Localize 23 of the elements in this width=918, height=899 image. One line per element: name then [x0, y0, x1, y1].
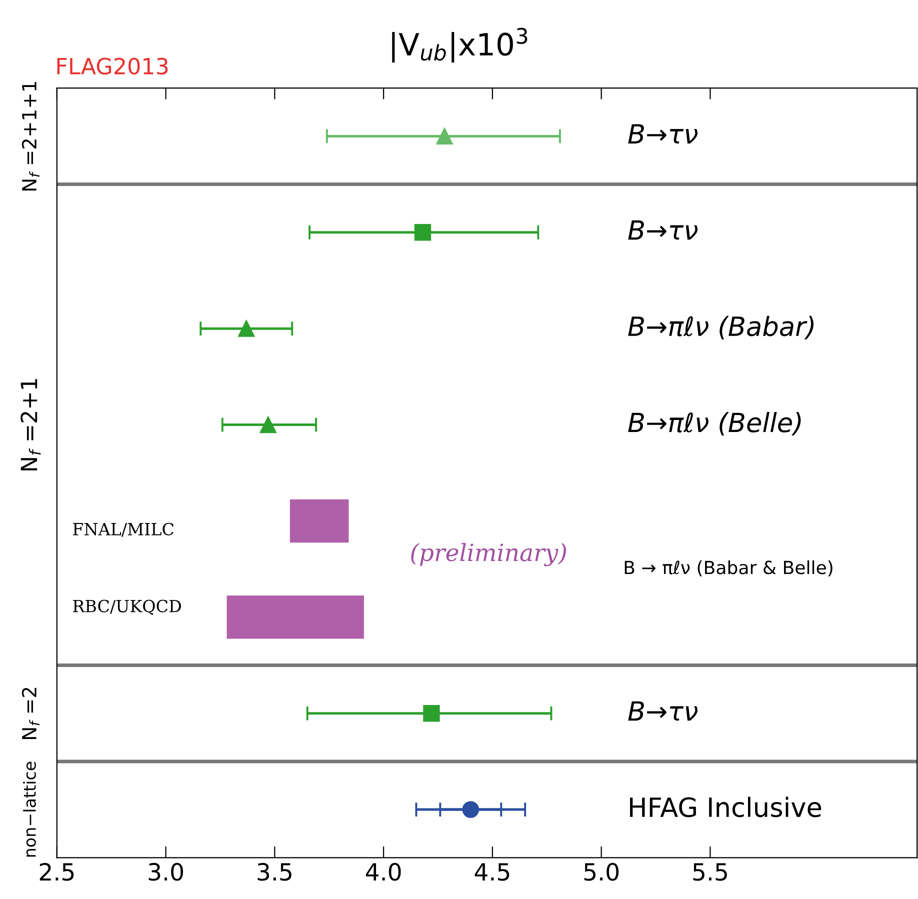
- text: FLAG2013: [57, 58, 168, 75]
- annotation: RBC/UKQCD: [73, 600, 181, 615]
- text: N$_{f}$ =2: [22, 688, 40, 739]
- annotation: FNAL/MILC: [73, 522, 174, 537]
- y-tick-label: B→τν: [628, 701, 698, 721]
- text: N$_{f}$ =2+1+1: [22, 82, 40, 190]
- chart-title: |V$_{ub}$|x10$^{3}$: [392, 28, 528, 63]
- x-tick-label: 3.5: [258, 862, 292, 881]
- y-tick-label: B→πℓν (Belle): [628, 412, 801, 436]
- y-tick-label: B→τν: [628, 220, 698, 240]
- x-tick-label: 5.0: [584, 862, 619, 881]
- x-tick-label: 2.5: [40, 862, 74, 881]
- annotation: B → πℓν (Babar & Belle): [624, 560, 832, 576]
- y-tick-label: HFAG Inclusive: [630, 796, 822, 818]
- x-tick-label: 3.0: [148, 862, 184, 881]
- y-tick-label: B→πℓν (Babar): [628, 316, 814, 340]
- x-tick-label: 4.5: [474, 863, 510, 881]
- y-tick-label: B→τν: [628, 124, 698, 144]
- x-tick-label: 5.5: [693, 863, 727, 881]
- text: non−lattice: [23, 762, 36, 857]
- text: N$_{f}$ =2+1: [20, 379, 41, 470]
- annotation: (preliminary): [411, 543, 566, 566]
- x-tick-label: 4.0: [366, 862, 401, 881]
